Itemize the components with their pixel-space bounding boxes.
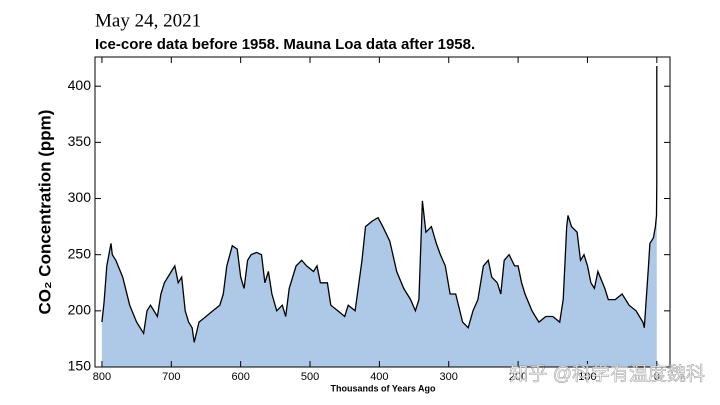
- x-tick-label: 800: [93, 371, 111, 383]
- chart-subtitle: Ice-core data before 1958. Mauna Loa dat…: [95, 36, 475, 53]
- chart-title: May 24, 2021: [95, 10, 201, 31]
- x-tick-label: 100: [578, 371, 596, 383]
- area-fill: [101, 66, 657, 367]
- x-tick-label: 0: [654, 371, 660, 383]
- x-tick-label: 500: [301, 371, 319, 383]
- y-tick-label: 350: [68, 133, 92, 149]
- y-tick-label: 200: [68, 302, 92, 318]
- y-tick-label: 400: [68, 77, 92, 93]
- x-tick-label: 600: [231, 371, 249, 383]
- x-tick-label: 200: [509, 371, 527, 383]
- x-tick-label: 700: [162, 371, 180, 383]
- y-tick-label: 250: [68, 245, 92, 261]
- area-line: [101, 66, 658, 343]
- watermark: 知乎 @科学有温度魏科: [509, 363, 705, 385]
- y-axis-label: CO₂ Concentration (ppm): [35, 110, 54, 315]
- x-tick-label: 300: [440, 371, 458, 383]
- x-axis-label: Thousands of Years Ago: [330, 383, 436, 393]
- y-tick-label: 150: [68, 358, 92, 374]
- plot-frame: [94, 56, 671, 368]
- y-tick-label: 300: [68, 189, 92, 205]
- x-tick-label: 400: [370, 371, 388, 383]
